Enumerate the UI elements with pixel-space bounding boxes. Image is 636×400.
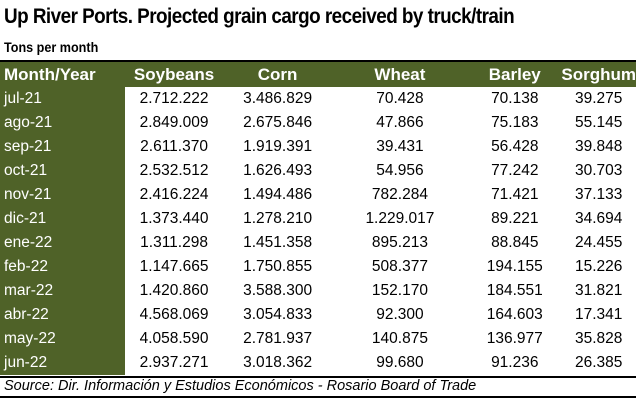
column-header: Month/Year — [0, 62, 125, 87]
value-cell: 140.875 — [371, 330, 428, 347]
value-cell: 3.054.833 — [243, 306, 313, 323]
value-cell: 17.341 — [574, 306, 623, 323]
value-cell: 70.428 — [376, 90, 424, 107]
value-cell: 47.866 — [376, 114, 424, 131]
value-cell: 88.845 — [491, 234, 539, 251]
value-cell: 136.977 — [486, 330, 543, 347]
value-cell: 56.428 — [491, 138, 539, 155]
bottom-rule — [0, 376, 636, 378]
value-cell: 55.145 — [574, 114, 623, 131]
table-row: jul-21 2.712.222 3.486.829 70.428 70.138 39.2… — [0, 87, 636, 111]
value-cell: 3.486.829 — [243, 90, 313, 107]
value-cell: 4.058.590 — [139, 330, 209, 347]
value-cell: 77.242 — [491, 162, 539, 179]
value-cell: 194.155 — [486, 258, 543, 275]
value-cell: 91.236 — [491, 354, 539, 371]
column-header: Soybeans — [124, 62, 224, 87]
value-cell: 3.018.362 — [243, 354, 313, 371]
value-cell: 15.226 — [574, 258, 623, 275]
value-cell: 1.451.358 — [243, 234, 313, 251]
value-cell: 26.385 — [574, 354, 623, 371]
value-cell: 89.221 — [491, 210, 539, 227]
value-cell: 1.494.486 — [243, 186, 313, 203]
value-cell: 54.956 — [376, 162, 424, 179]
table-row: ene-22 1.311.298 1.451.358 895.213 88.845 24.… — [0, 231, 636, 255]
value-cell: 895.213 — [371, 234, 428, 251]
month-cell: oct-21 — [0, 159, 125, 183]
value-cell: 1.420.860 — [139, 282, 209, 299]
value-cell: 2.611.370 — [140, 138, 208, 155]
table-row: may-22 4.058.590 2.781.937 140.875 136.977 35… — [0, 327, 636, 351]
value-cell: 2.675.846 — [243, 114, 313, 131]
table-row: ago-21 2.849.009 2.675.846 47.866 75.183 55.1… — [0, 111, 636, 135]
value-cell: 1.147.665 — [139, 258, 209, 275]
value-cell: 2.532.512 — [139, 162, 209, 179]
value-cell: 508.377 — [371, 258, 428, 275]
value-cell: 152.170 — [371, 282, 428, 299]
month-cell: feb-22 — [0, 255, 125, 279]
month-cell: abr-22 — [0, 303, 125, 327]
value-cell: 31.821 — [574, 282, 623, 299]
value-cell: 1.311.298 — [140, 234, 208, 251]
column-header: Barley — [468, 62, 562, 87]
footer-rule — [0, 396, 636, 398]
value-cell: 1.278.210 — [243, 210, 313, 227]
month-cell: dic-21 — [0, 207, 125, 231]
table-row: abr-22 4.568.069 3.054.833 92.300 164.603 17.… — [0, 303, 636, 327]
value-cell: 184.551 — [486, 282, 543, 299]
month-cell: nov-21 — [0, 183, 125, 207]
column-header: Corn — [223, 62, 332, 87]
value-cell: 39.848 — [574, 138, 623, 155]
table-row: nov-21 2.416.224 1.494.486 782.284 71.421 37.… — [0, 183, 636, 207]
value-cell: 4.568.069 — [139, 306, 209, 323]
value-cell: 1.750.855 — [243, 258, 313, 275]
value-cell: 24.455 — [574, 234, 623, 251]
value-cell: 1.229.017 — [365, 210, 435, 227]
value-cell: 1.626.493 — [243, 162, 313, 179]
month-cell: jun-22 — [0, 351, 125, 375]
value-cell: 71.421 — [491, 186, 539, 203]
value-cell: 37.133 — [574, 186, 623, 203]
month-cell: jul-21 — [0, 87, 125, 111]
value-cell: 39.275 — [574, 90, 623, 107]
table-row: jun-22 2.937.271 3.018.362 99.680 91.236 26.3… — [0, 351, 636, 375]
table-row: sep-21 2.611.370 1.919.391 39.431 56.428 39.8… — [0, 135, 636, 159]
value-cell: 2.781.937 — [243, 330, 313, 347]
value-cell: 75.183 — [491, 114, 539, 131]
table-row: mar-22 1.420.860 3.588.300 152.170 184.551 31… — [0, 279, 636, 303]
month-cell: ene-22 — [0, 231, 125, 255]
month-cell: may-22 — [0, 327, 125, 351]
table-row: oct-21 2.532.512 1.626.493 54.956 77.242 30.7… — [0, 159, 636, 183]
column-header: Wheat — [331, 62, 469, 87]
value-cell: 1.373.440 — [139, 210, 209, 227]
value-cell: 2.849.009 — [139, 114, 209, 131]
source-note: Source: Dir. Información y Estudios Econ… — [4, 378, 477, 394]
value-cell: 70.138 — [491, 90, 539, 107]
table-row: feb-22 1.147.665 1.750.855 508.377 194.155 15… — [0, 255, 636, 279]
value-cell: 99.680 — [376, 354, 424, 371]
value-cell: 2.712.222 — [139, 90, 209, 107]
value-cell: 164.603 — [486, 306, 543, 323]
month-cell: sep-21 — [0, 135, 125, 159]
table-row: dic-21 1.373.440 1.278.210 1.229.017 89.221 3… — [0, 207, 636, 231]
value-cell: 35.828 — [574, 330, 623, 347]
top-rule — [0, 60, 636, 62]
value-cell: 782.284 — [371, 186, 428, 203]
value-cell: 92.300 — [376, 306, 424, 323]
value-cell: 30.703 — [574, 162, 623, 179]
value-cell: 2.937.271 — [139, 354, 209, 371]
month-cell: ago-21 — [0, 111, 125, 135]
value-cell: 34.694 — [574, 210, 623, 227]
units-subtitle: Tons per month — [4, 39, 99, 55]
month-cell: mar-22 — [0, 279, 125, 303]
cargo-table: Month/Year Soybeans Corn Wheat Barley Sorghum… — [0, 62, 636, 375]
column-header: Sorghum — [561, 62, 636, 87]
value-cell: 3.588.300 — [243, 282, 313, 299]
page-title: Up River Ports. Projected grain cargo re… — [4, 5, 515, 28]
table-header-row: Month/Year Soybeans Corn Wheat Barley Sorghum — [0, 62, 636, 87]
value-cell: 1.919.391 — [243, 138, 313, 155]
value-cell: 39.431 — [376, 138, 424, 155]
value-cell: 2.416.224 — [139, 186, 209, 203]
